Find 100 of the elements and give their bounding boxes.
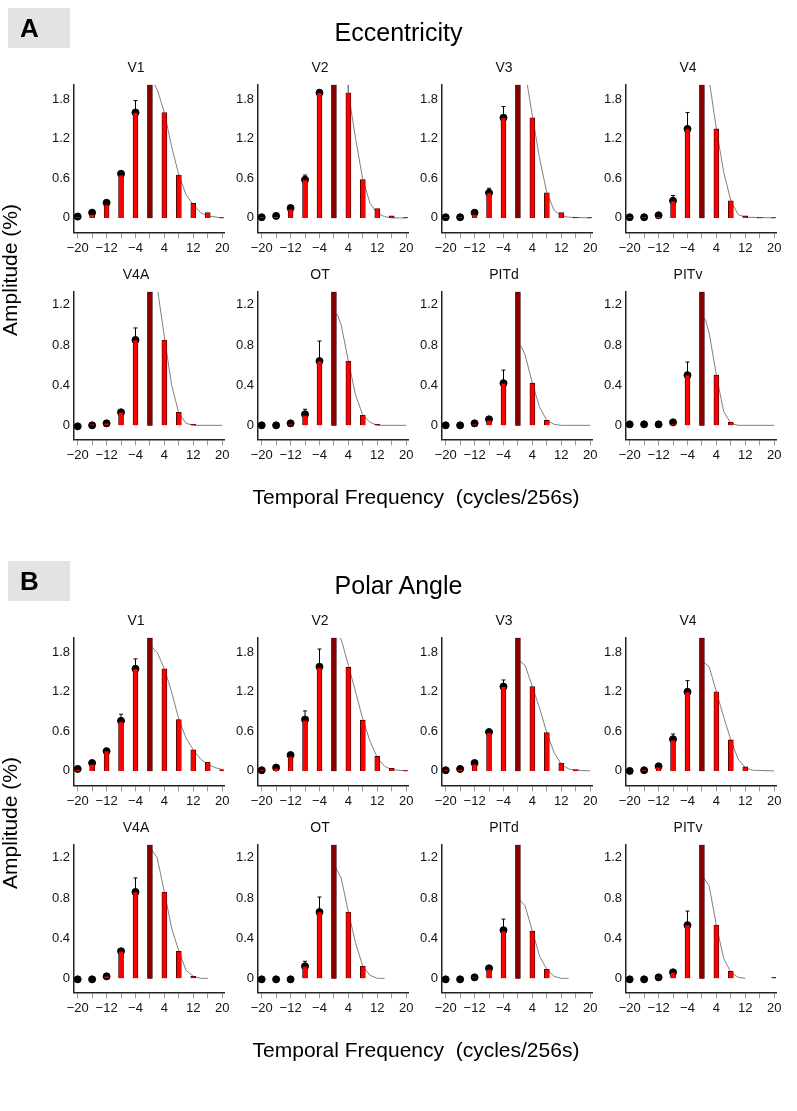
y-tick-label: 0.4 — [419, 929, 439, 945]
x-tick-label: −20 — [250, 446, 273, 462]
x-tick-label: 4 — [344, 446, 353, 462]
y-tick-label: 1.2 — [419, 130, 439, 146]
y-tick-label: 0 — [614, 416, 623, 432]
text: Polar Angle — [334, 571, 463, 599]
x-tick-label: 20 — [214, 792, 230, 808]
x-tick-label: 12 — [738, 239, 753, 255]
y-tick-label: 0 — [62, 416, 71, 432]
x-tick-label: 4 — [344, 999, 353, 1015]
y-tick-label: 0.4 — [235, 376, 255, 392]
x-tick-label: −20 — [434, 792, 457, 808]
x-tick-label: −12 — [463, 999, 486, 1015]
chart-title: V4A — [122, 266, 150, 283]
x-tick-label: 4 — [712, 446, 721, 462]
y-tick-label: 0 — [430, 416, 439, 432]
y-tick-label: 1.8 — [419, 90, 439, 106]
y-tick-label: 1.2 — [51, 849, 71, 865]
x-tick-label: 4 — [528, 239, 537, 255]
x-tick-label: 20 — [582, 999, 598, 1015]
y-tick-label: 0.4 — [419, 376, 439, 392]
y-tick-label: 1.8 — [603, 90, 623, 106]
chart-title: OT — [310, 819, 331, 836]
x-tick-label: −4 — [312, 239, 327, 255]
x-tick-label: −4 — [680, 239, 695, 255]
y-tick-label: 0 — [430, 762, 439, 778]
y-tick-label: 0.6 — [419, 722, 439, 738]
y-tick-label: 0.6 — [603, 722, 623, 738]
y-tick-label: 0.8 — [235, 336, 255, 352]
text: A — [8, 8, 70, 48]
y-tick-label: 0.6 — [51, 722, 71, 738]
chart-title: V1 — [127, 59, 145, 76]
y-tick-label: 1.8 — [235, 90, 255, 106]
x-tick-label: 4 — [528, 446, 537, 462]
x-tick-label: 12 — [186, 239, 201, 255]
y-tick-label: 0.8 — [51, 336, 71, 352]
x-tick-label: −4 — [312, 999, 327, 1015]
y-tick-label: 0.4 — [603, 376, 623, 392]
y-tick-label: 0.4 — [235, 929, 255, 945]
y-tick-label: 0 — [62, 209, 71, 225]
x-tick-label: 4 — [344, 792, 353, 808]
x-tick-label: −12 — [279, 999, 302, 1015]
y-tick-label: 0.6 — [235, 169, 255, 185]
chart-title: V2 — [311, 59, 329, 76]
y-tick-label: 0 — [246, 762, 255, 778]
x-tick-label: −4 — [312, 792, 327, 808]
chart-title: V1 — [127, 612, 145, 629]
x-tick-label: 20 — [214, 239, 230, 255]
x-tick-label: −20 — [434, 446, 457, 462]
x-tick-label: 4 — [344, 239, 353, 255]
y-tick-label: 1.2 — [51, 130, 71, 146]
x-tick-label: −4 — [496, 999, 511, 1015]
x-tick-label: 20 — [214, 446, 230, 462]
y-tick-label: 0 — [246, 969, 255, 985]
chart-title: V4 — [679, 59, 697, 76]
x-tick-label: 12 — [370, 792, 385, 808]
x-tick-label: −4 — [128, 446, 143, 462]
y-tick-label: 1.2 — [419, 296, 439, 312]
y-tick-label: 0 — [430, 969, 439, 985]
y-tick-label: 0.6 — [603, 169, 623, 185]
x-tick-label: −20 — [618, 239, 641, 255]
x-tick-label: 12 — [738, 999, 753, 1015]
y-tick-label: 0 — [614, 209, 623, 225]
x-tick-label: −4 — [680, 446, 695, 462]
y-tick-label: 0 — [246, 209, 255, 225]
x-tick-label: 12 — [738, 792, 753, 808]
x-tick-label: 4 — [712, 999, 721, 1015]
y-tick-label: 1.2 — [419, 683, 439, 699]
y-tick-label: 0.8 — [419, 336, 439, 352]
x-tick-label: 4 — [160, 999, 169, 1015]
x-tick-label: 20 — [766, 999, 782, 1015]
y-tick-label: 0 — [62, 969, 71, 985]
chart-title: PITd — [489, 266, 519, 283]
x-tick-label: −4 — [496, 446, 511, 462]
x-tick-label: 4 — [160, 239, 169, 255]
text: Temporal Frequency (cycles/256s) — [251, 1038, 581, 1062]
x-tick-label: −20 — [250, 999, 273, 1015]
y-tick-label: 1.2 — [419, 849, 439, 865]
x-tick-label: −20 — [618, 792, 641, 808]
y-tick-label: 0 — [614, 969, 623, 985]
x-tick-label: 12 — [186, 446, 201, 462]
x-tick-label: 4 — [712, 239, 721, 255]
y-tick-label: 1.2 — [603, 849, 623, 865]
x-tick-label: −20 — [434, 239, 457, 255]
x-tick-label: −4 — [128, 999, 143, 1015]
y-tick-label: 1.8 — [603, 643, 623, 659]
chart-title: PITv — [673, 266, 703, 283]
y-tick-label: 0.8 — [235, 889, 255, 905]
x-tick-label: 20 — [398, 239, 414, 255]
text: Amplitude (%) — [0, 757, 22, 889]
x-tick-label: −12 — [463, 446, 486, 462]
x-tick-label: −4 — [680, 999, 695, 1015]
y-tick-label: 1.8 — [419, 643, 439, 659]
x-tick-label: −4 — [496, 239, 511, 255]
y-tick-label: 0.6 — [235, 722, 255, 738]
x-tick-label: 12 — [554, 239, 569, 255]
x-tick-label: 12 — [186, 999, 201, 1015]
text: Temporal Frequency (cycles/256s) — [251, 485, 581, 509]
x-tick-label: 20 — [582, 792, 598, 808]
chart-title: V2 — [311, 612, 329, 629]
